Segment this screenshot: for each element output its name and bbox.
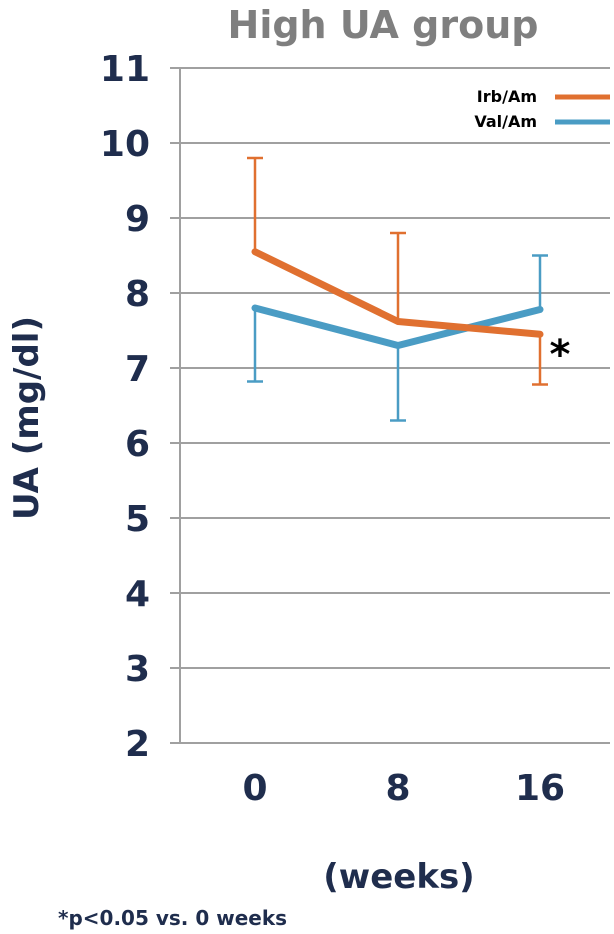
- y-tick-label: 4: [125, 574, 150, 615]
- legend-label-irb-am: Irb/Am: [477, 87, 537, 106]
- y-tick-label: 8: [125, 274, 150, 315]
- chart-title: High UA group: [228, 3, 539, 47]
- y-tick-label: 7: [125, 349, 150, 390]
- x-tick-label: 8: [385, 768, 410, 809]
- error-bars: [247, 156, 548, 422]
- series-line-val-am: [251, 304, 544, 349]
- y-tick-labels: 2 3 4 5 6 7 8 9 10 11: [100, 49, 150, 765]
- legend-label-val-am: Val/Am: [474, 112, 537, 131]
- y-tick-label: 10: [100, 124, 150, 165]
- series-lines: [251, 248, 544, 349]
- series-line-irb-am: [251, 248, 544, 338]
- y-axis-label: UA (mg/dl): [7, 316, 47, 520]
- x-tick-label: 0: [242, 768, 267, 809]
- legend: Irb/Am Val/Am: [474, 87, 610, 131]
- footnote: *p<0.05 vs. 0 weeks: [58, 906, 287, 930]
- y-tick-label: 2: [125, 724, 150, 765]
- y-tick-label: 3: [125, 649, 150, 690]
- x-axis-label: (weeks): [323, 857, 474, 897]
- x-tick-labels: 0 8 16: [242, 768, 565, 809]
- significance-marker: *: [550, 332, 571, 378]
- y-tick-label: 11: [100, 49, 150, 90]
- y-tick-label: 6: [125, 424, 150, 465]
- grid-lines: [170, 67, 610, 744]
- y-tick-label: 9: [125, 199, 150, 240]
- x-tick-label: 16: [515, 768, 565, 809]
- y-tick-label: 5: [125, 499, 150, 540]
